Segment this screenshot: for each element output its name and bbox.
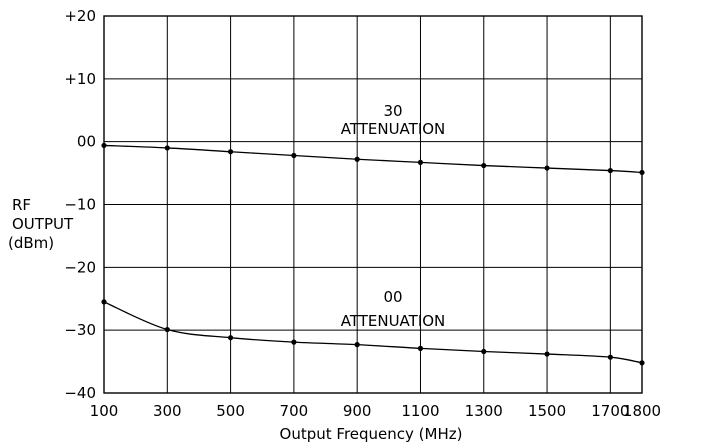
y-axis-label-line-2: OUTPUT <box>12 215 74 233</box>
y-tick-label: +20 <box>64 7 96 25</box>
x-axis-label: Output Frequency (MHz) <box>280 425 463 443</box>
data-point <box>639 169 645 176</box>
x-tick-label: 900 <box>343 402 372 420</box>
series-layer <box>101 142 645 366</box>
annotation-00-label: ATTENUATION <box>341 312 446 330</box>
data-point <box>164 145 170 151</box>
data-point <box>354 156 360 162</box>
x-tick-label: 100 <box>90 402 119 420</box>
data-point <box>607 167 613 174</box>
x-tick-label: 1300 <box>465 402 503 420</box>
grid-lines <box>104 16 642 393</box>
y-tick-label: −30 <box>64 321 96 339</box>
y-tick-label: 00 <box>77 133 96 151</box>
data-point <box>291 339 297 345</box>
plot-frame <box>103 15 643 394</box>
annotation-00-value: 00 <box>383 288 402 306</box>
y-tick-label: −10 <box>64 196 96 214</box>
data-point <box>101 299 107 305</box>
x-tick-label: 700 <box>280 402 309 420</box>
series-line-1 <box>103 301 643 364</box>
x-tick-label: 1700 <box>591 402 629 420</box>
annotation-30-label: ATTENUATION <box>341 120 446 138</box>
x-tick-label: 1100 <box>401 402 439 420</box>
x-tick-label: 1500 <box>528 402 566 420</box>
data-point <box>101 142 107 149</box>
y-axis-label-line-3: (dBm) <box>8 234 54 252</box>
y-tick-label: −20 <box>64 258 96 276</box>
x-tick-label: 1800 <box>623 402 661 420</box>
data-point <box>291 152 297 159</box>
data-point <box>227 335 234 341</box>
x-tick-label: 500 <box>216 402 245 420</box>
annotation-30-value: 30 <box>383 102 402 120</box>
data-point <box>417 345 424 351</box>
data-point <box>164 326 170 333</box>
data-point <box>544 351 550 357</box>
data-point <box>639 360 645 366</box>
x-tick-label: 300 <box>153 402 182 420</box>
data-point <box>227 149 234 155</box>
series-line-0 <box>103 144 643 174</box>
data-point <box>481 162 487 169</box>
data-point <box>607 354 613 360</box>
data-point <box>481 348 487 355</box>
data-point <box>417 159 424 166</box>
y-tick-label: −40 <box>64 384 96 402</box>
data-point <box>354 342 360 348</box>
data-point <box>544 165 550 171</box>
y-axis-label-line-1: RF <box>12 196 31 214</box>
y-tick-label: +10 <box>64 70 96 88</box>
